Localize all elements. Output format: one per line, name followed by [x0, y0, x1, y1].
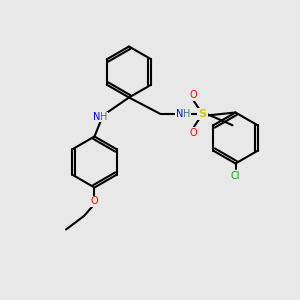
Text: O: O: [190, 91, 197, 100]
Text: Cl: Cl: [231, 171, 240, 181]
Text: N: N: [93, 112, 100, 122]
Text: O: O: [91, 196, 98, 206]
Text: O: O: [190, 128, 197, 137]
Text: N: N: [176, 109, 183, 119]
Text: H: H: [183, 109, 190, 119]
Text: S: S: [199, 109, 206, 119]
Text: H: H: [100, 112, 108, 122]
Text: NH: NH: [93, 112, 108, 122]
